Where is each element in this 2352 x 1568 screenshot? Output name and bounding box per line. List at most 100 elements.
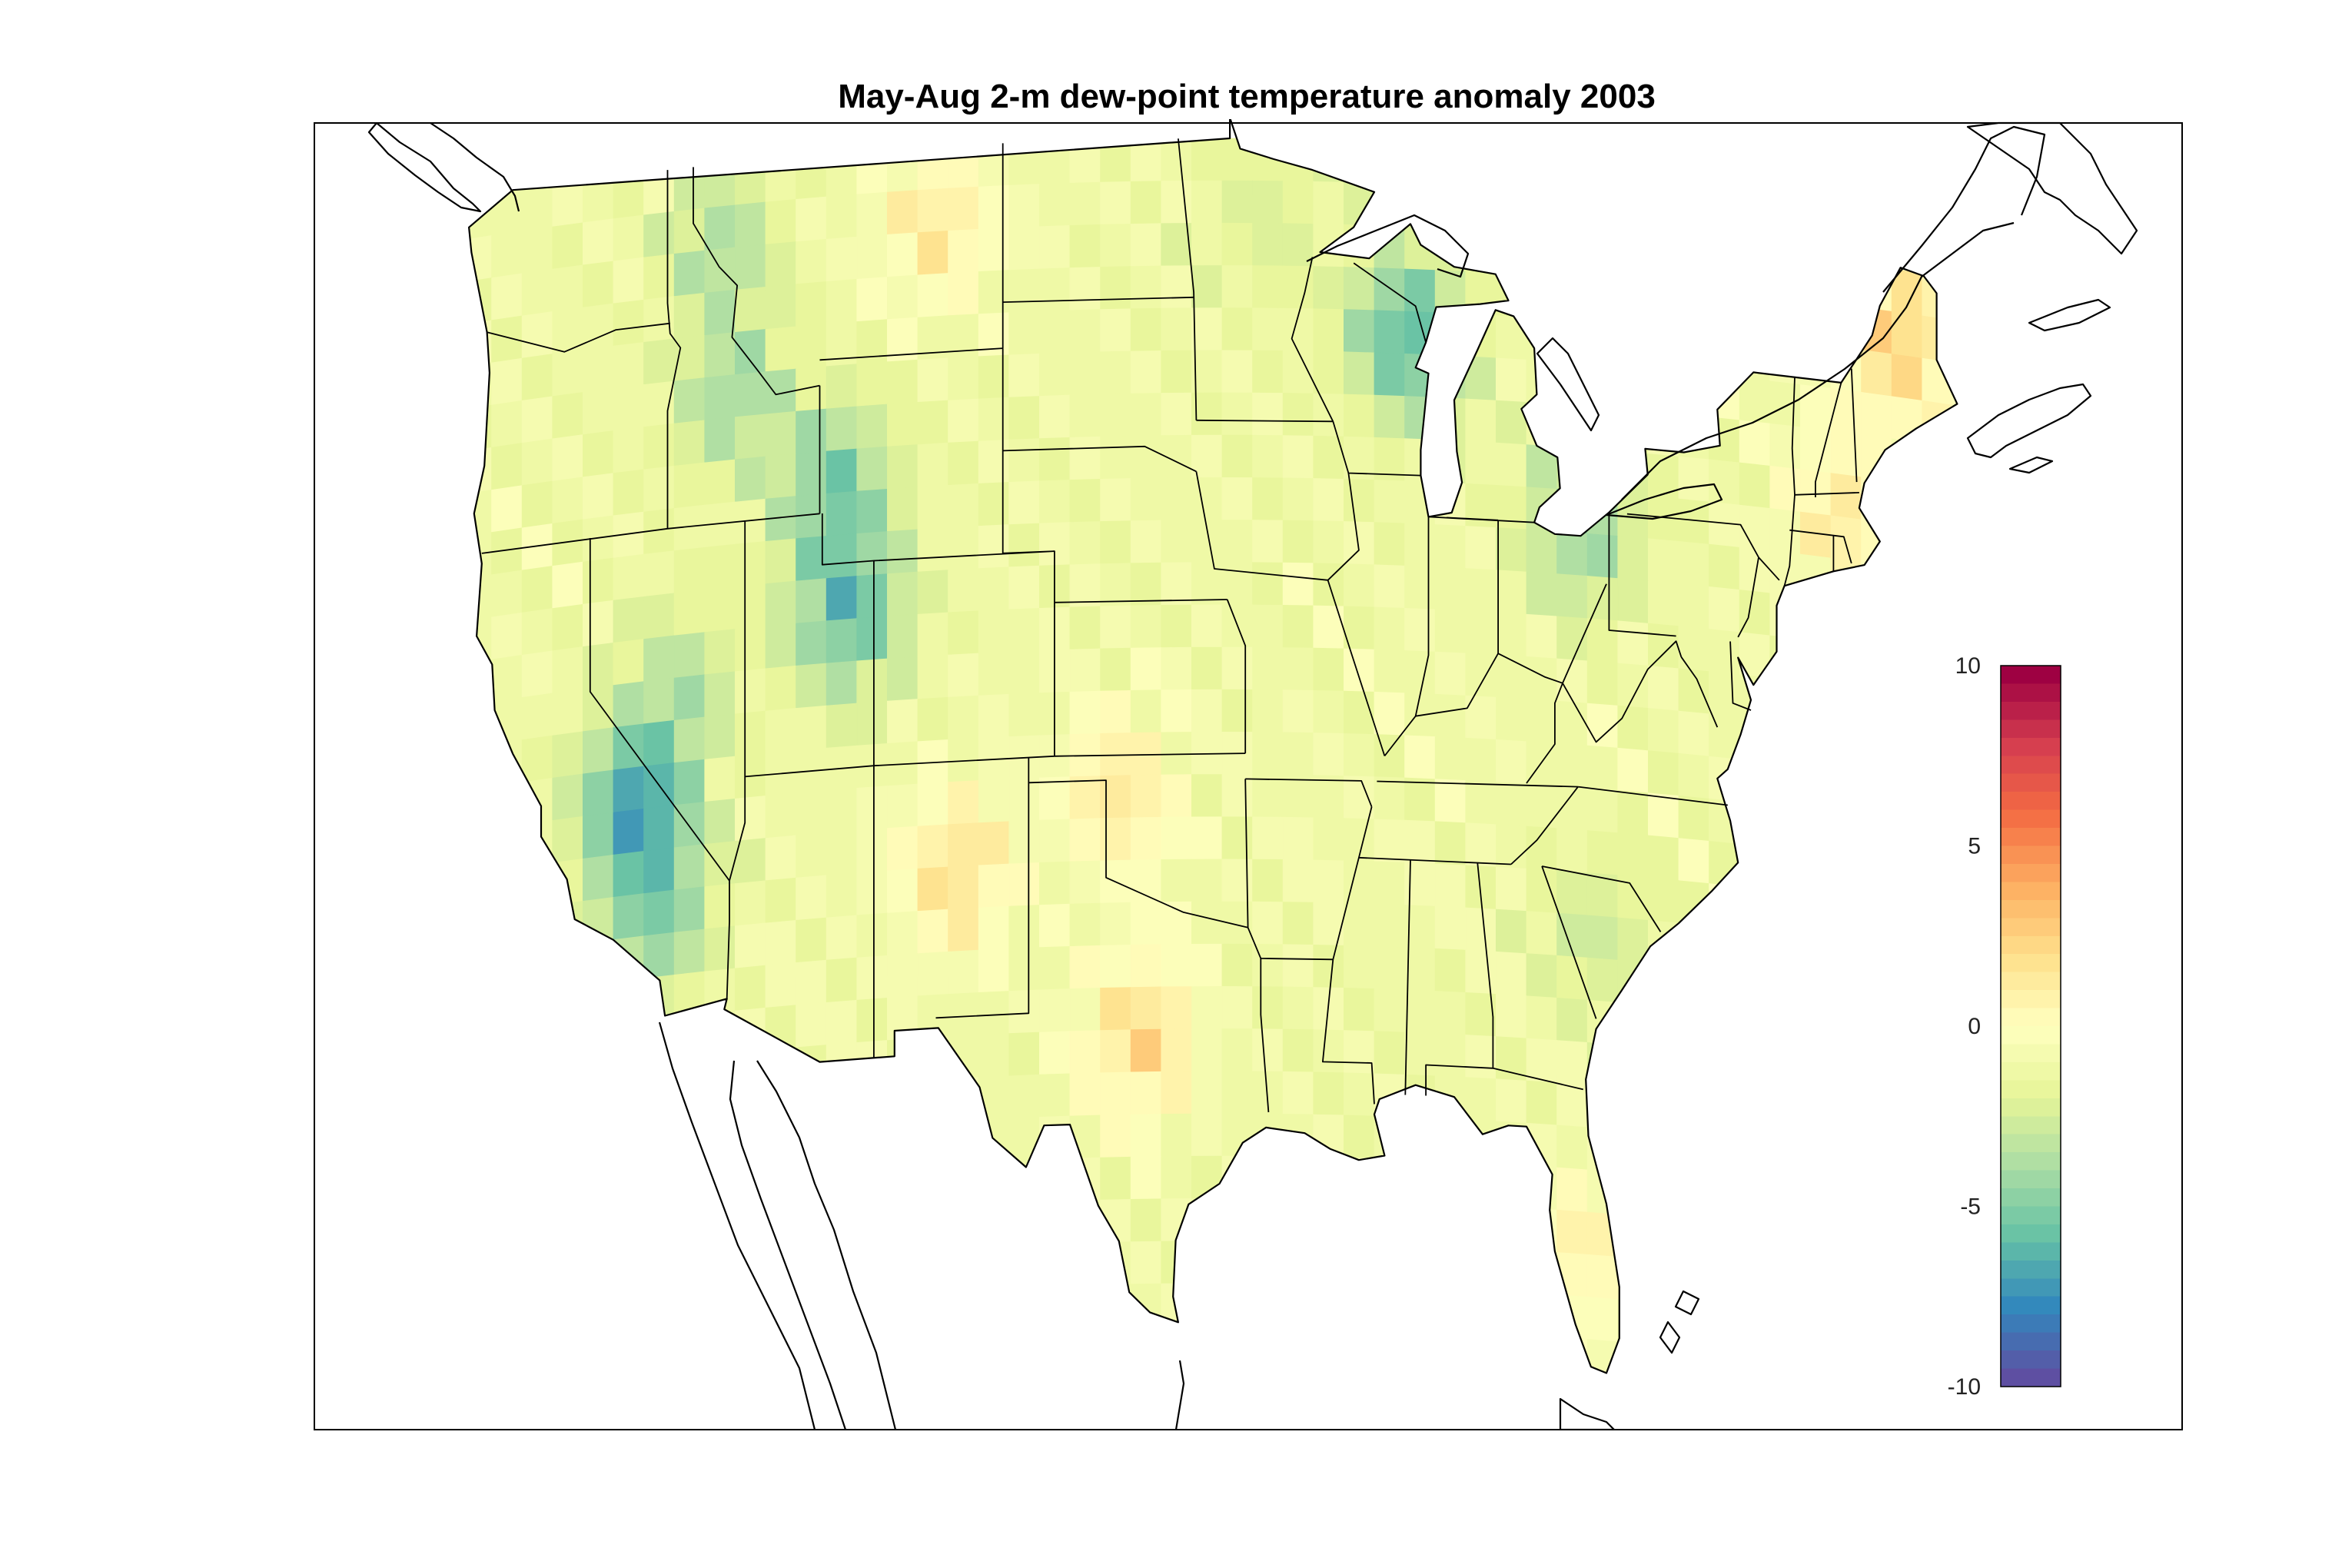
anomaly-cell bbox=[1252, 392, 1284, 437]
bc-coast bbox=[430, 122, 520, 212]
anomaly-cell bbox=[1069, 606, 1101, 650]
anomaly-cell bbox=[704, 798, 736, 845]
anomaly-cell bbox=[735, 922, 766, 969]
anomaly-cell bbox=[613, 723, 644, 771]
anomaly-cell bbox=[978, 354, 1010, 400]
anomaly-cell bbox=[948, 992, 979, 1038]
anomaly-cell bbox=[765, 877, 796, 924]
anomaly-cell bbox=[1069, 1030, 1101, 1075]
anomaly-cell bbox=[1100, 605, 1131, 649]
anomaly-cell bbox=[673, 759, 706, 806]
anomaly-cell bbox=[826, 787, 858, 834]
anomaly-cell bbox=[1678, 838, 1710, 885]
anomaly-cell bbox=[1404, 989, 1436, 1035]
anomaly-cell bbox=[1100, 817, 1131, 862]
anomaly-cell bbox=[856, 616, 888, 662]
anomaly-cell bbox=[583, 600, 614, 647]
bahamas-coast-2 bbox=[1659, 1321, 1681, 1354]
anomaly-cell bbox=[1586, 787, 1619, 834]
state-border bbox=[487, 322, 670, 353]
anomaly-cell bbox=[1647, 623, 1679, 669]
anomaly-cell bbox=[491, 357, 523, 406]
anomaly-cell bbox=[765, 538, 796, 585]
anomaly-cell bbox=[491, 485, 523, 533]
anomaly-cell bbox=[1221, 350, 1253, 394]
anomaly-cell bbox=[1344, 1072, 1375, 1117]
anomaly-cell bbox=[1282, 393, 1314, 437]
anomaly-cell bbox=[1252, 223, 1284, 267]
anomaly-cell bbox=[1526, 571, 1557, 617]
anomaly-cell bbox=[1374, 394, 1405, 440]
state-border bbox=[1815, 382, 1842, 497]
anomaly-cell bbox=[1039, 861, 1071, 906]
anomaly-cell bbox=[1252, 562, 1284, 606]
anomaly-cell bbox=[917, 696, 948, 742]
anomaly-cell bbox=[613, 893, 644, 941]
anomaly-cell bbox=[1404, 947, 1436, 992]
anomaly-cell bbox=[1039, 480, 1071, 524]
state-border bbox=[1226, 599, 1247, 754]
anomaly-cell bbox=[856, 912, 888, 958]
anomaly-cell bbox=[1374, 480, 1405, 524]
anomaly-cell bbox=[673, 716, 706, 763]
anomaly-cell bbox=[1404, 1031, 1436, 1077]
anomaly-cell bbox=[1191, 985, 1223, 1030]
anomaly-cell bbox=[613, 299, 644, 347]
anomaly-cell bbox=[1496, 1078, 1527, 1124]
anomaly-cell bbox=[1313, 775, 1344, 819]
anomaly-cell bbox=[887, 911, 919, 956]
anomaly-cell bbox=[1039, 394, 1071, 440]
anomaly-cell bbox=[735, 795, 766, 842]
anomaly-cell bbox=[856, 573, 888, 620]
anomaly-cell bbox=[1404, 565, 1436, 610]
anomaly-cell bbox=[583, 557, 614, 605]
anomaly-cell bbox=[613, 596, 644, 643]
anomaly-cell bbox=[1252, 520, 1284, 563]
anomaly-cell bbox=[1374, 691, 1405, 736]
anomaly-cell bbox=[1130, 1241, 1162, 1285]
anomaly-cell bbox=[1191, 1028, 1223, 1072]
anomaly-cell bbox=[521, 311, 553, 359]
anomaly-cell bbox=[1313, 605, 1344, 649]
anomaly-cell bbox=[1008, 777, 1040, 822]
anomaly-cell bbox=[1891, 311, 1923, 359]
anomaly-cell bbox=[796, 281, 827, 327]
anomaly-cell bbox=[1344, 1115, 1375, 1159]
anomaly-cell bbox=[1586, 957, 1619, 1003]
anomaly-cell bbox=[1496, 739, 1527, 785]
anomaly-cell bbox=[735, 626, 766, 673]
anomaly-cell bbox=[1008, 268, 1040, 314]
anomaly-cell bbox=[1191, 1071, 1223, 1115]
anomaly-cell bbox=[1221, 646, 1253, 690]
anomaly-cell bbox=[1161, 562, 1192, 606]
state-border bbox=[1028, 779, 1248, 929]
anomaly-cell bbox=[583, 769, 614, 817]
state-border bbox=[1680, 656, 1719, 728]
anomaly-cell bbox=[1282, 604, 1314, 649]
anomaly-cell bbox=[1100, 775, 1131, 819]
anomaly-cell bbox=[673, 632, 706, 679]
anomaly-cell bbox=[704, 374, 736, 421]
anomaly-cell bbox=[1647, 708, 1679, 754]
anomaly-cell bbox=[1556, 700, 1588, 746]
anomaly-cell bbox=[1313, 393, 1344, 437]
anomaly-cell bbox=[1221, 562, 1253, 606]
anomaly-cell bbox=[948, 186, 979, 231]
state-border bbox=[1195, 471, 1328, 581]
anomaly-cell bbox=[1252, 816, 1284, 860]
anomaly-cell bbox=[1647, 835, 1679, 882]
anomaly-cell bbox=[1374, 522, 1405, 566]
anomaly-cell bbox=[917, 442, 948, 488]
anomaly-cell bbox=[704, 883, 736, 930]
state-border bbox=[693, 167, 820, 396]
anomaly-cell bbox=[673, 590, 706, 636]
anomaly-cell bbox=[978, 905, 1010, 951]
anomaly-cell bbox=[1526, 1038, 1557, 1084]
anomaly-cell bbox=[826, 448, 858, 494]
anomaly-cell bbox=[856, 870, 888, 916]
cuba-coast bbox=[1559, 1397, 1616, 1430]
anomaly-cell bbox=[1252, 307, 1284, 351]
anomaly-cell bbox=[1100, 647, 1131, 692]
anomaly-cell bbox=[673, 886, 706, 933]
anomaly-cell bbox=[583, 387, 614, 436]
